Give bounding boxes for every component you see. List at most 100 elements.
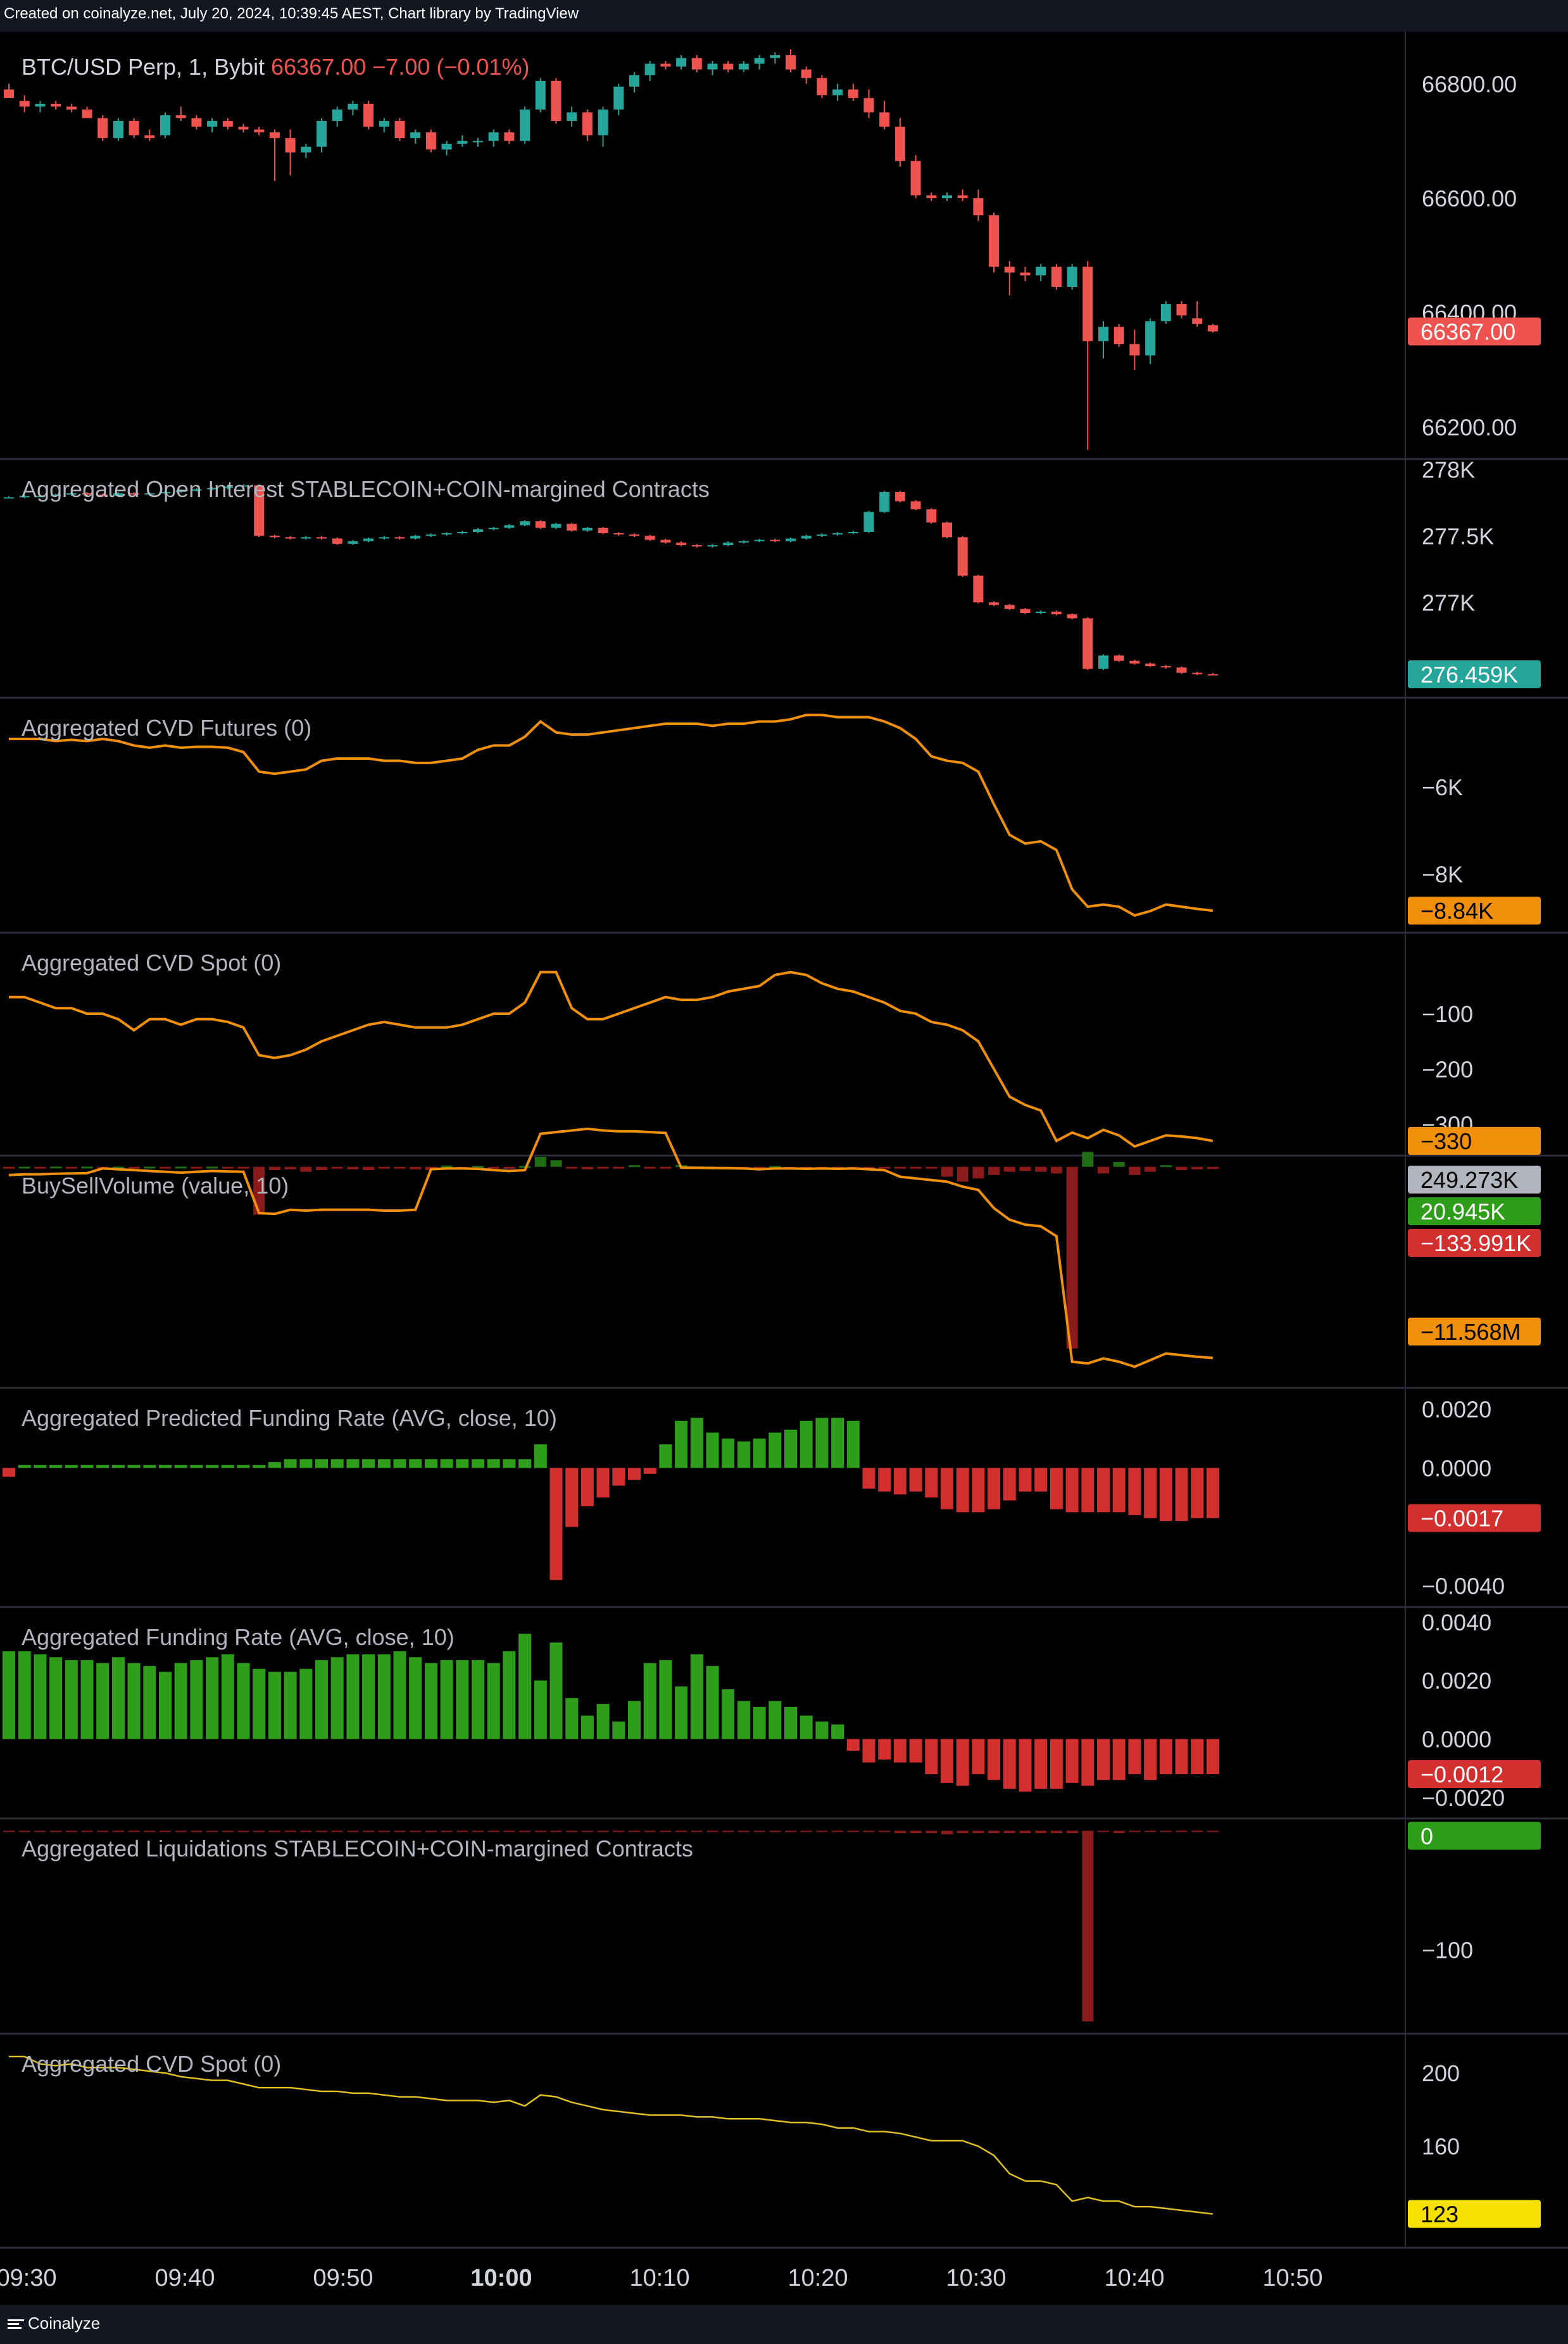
candle-body[interactable] [879,112,890,127]
histogram-bar[interactable] [831,1724,844,1739]
oi-candle-body[interactable] [332,538,342,544]
histogram-bar[interactable] [284,1830,296,1832]
histogram-bar[interactable] [691,1830,703,1832]
oi-candle-body[interactable] [207,488,218,489]
oi-candle-body[interactable] [144,493,155,495]
histogram-bar[interactable] [879,1830,891,1832]
oi-candle-body[interactable] [35,496,46,498]
oi-candle-body[interactable] [848,532,858,534]
histogram-bar[interactable] [659,1660,672,1739]
histogram-bar[interactable] [549,1642,563,1739]
volume-bar[interactable] [300,1166,312,1172]
volume-bar[interactable] [268,1166,280,1171]
histogram-bar[interactable] [722,1438,735,1468]
volume-bar[interactable] [1145,1166,1157,1172]
histogram-bar[interactable] [706,1830,718,1832]
histogram-bar[interactable] [878,1739,891,1760]
histogram-bar[interactable] [800,1715,813,1739]
histogram-bar[interactable] [253,1465,266,1468]
histogram-bar[interactable] [580,1715,594,1739]
histogram-bar[interactable] [330,1459,344,1468]
volume-bar[interactable] [441,1165,453,1168]
volume-bar[interactable] [1129,1166,1141,1175]
histogram-bar[interactable] [1065,1468,1079,1513]
oi-candle-body[interactable] [1082,618,1093,669]
histogram-bar[interactable] [1065,1739,1079,1783]
histogram-bar[interactable] [330,1657,344,1739]
volume-bar[interactable] [394,1166,406,1169]
histogram-bar[interactable] [221,1465,234,1468]
histogram-bar[interactable] [1191,1468,1204,1518]
candle-body[interactable] [1004,267,1015,273]
candle-body[interactable] [1129,344,1140,356]
histogram-bar[interactable] [1081,1468,1094,1513]
histogram-bar[interactable] [722,1689,735,1739]
candle-body[interactable] [598,109,608,135]
histogram-bar[interactable] [753,1438,766,1468]
histogram-bar[interactable] [549,1468,563,1580]
candle-body[interactable] [175,115,186,118]
volume-bar[interactable] [237,1166,249,1169]
oi-candle-body[interactable] [285,537,296,539]
histogram-bar[interactable] [487,1830,499,1832]
histogram-bar[interactable] [596,1704,610,1739]
candle-body[interactable] [488,132,499,141]
oi-candle-body[interactable] [535,521,546,528]
candle-body[interactable] [301,146,311,153]
candle-body[interactable] [332,109,342,121]
histogram-bar[interactable] [18,1465,31,1468]
histogram-bar[interactable] [409,1459,422,1468]
histogram-bar[interactable] [393,1459,406,1468]
histogram-bar[interactable] [190,1465,203,1468]
volume-bar[interactable] [1003,1166,1015,1172]
histogram-bar[interactable] [424,1663,437,1739]
histogram-bar[interactable] [832,1830,844,1832]
histogram-bar[interactable] [440,1459,453,1468]
candle-body[interactable] [1207,325,1218,332]
histogram-bar[interactable] [143,1465,156,1468]
volume-bar[interactable] [1082,1152,1094,1167]
histogram-bar[interactable] [456,1660,469,1739]
candle-body[interactable] [144,135,155,139]
oi-candle-body[interactable] [191,489,202,491]
histogram-bar[interactable] [878,1468,891,1492]
candle-body[interactable] [832,89,843,96]
histogram-bar[interactable] [1081,1739,1094,1786]
histogram-bar[interactable] [347,1830,359,1832]
oi-candle-body[interactable] [863,512,874,532]
histogram-bar[interactable] [863,1830,875,1832]
histogram-bar[interactable] [1050,1739,1063,1789]
histogram-bar[interactable] [1050,1830,1062,1834]
histogram-bar[interactable] [268,1672,281,1739]
oi-candle-body[interactable] [1067,614,1077,619]
histogram-bar[interactable] [1003,1739,1016,1789]
candle-body[interactable] [473,141,483,142]
histogram-bar[interactable] [159,1465,172,1468]
histogram-bar[interactable] [253,1668,266,1739]
histogram-bar[interactable] [753,1830,765,1832]
candle-body[interactable] [567,112,577,121]
volume-bar[interactable] [1207,1166,1219,1169]
histogram-bar[interactable] [925,1468,938,1497]
histogram-bar[interactable] [394,1830,406,1832]
candle-body[interactable] [51,103,61,107]
candle-body[interactable] [801,69,812,79]
histogram-bar[interactable] [628,1701,641,1739]
histogram-bar[interactable] [18,1830,30,1832]
candle-body[interactable] [644,63,655,75]
oi-candle-body[interactable] [738,541,749,543]
volume-bar[interactable] [550,1160,562,1167]
histogram-bar[interactable] [596,1468,610,1497]
histogram-bar[interactable] [1159,1739,1172,1774]
histogram-bar[interactable] [831,1418,844,1468]
histogram-bar[interactable] [49,1465,63,1468]
volume-bar[interactable] [644,1166,656,1169]
oi-candle-body[interactable] [488,527,499,529]
candle-body[interactable] [629,75,639,87]
histogram-bar[interactable] [503,1830,515,1832]
histogram-bar[interactable] [909,1739,922,1763]
oi-candle-body[interactable] [348,541,358,544]
histogram-bar[interactable] [1097,1468,1110,1513]
histogram-bar[interactable] [1098,1830,1109,1832]
histogram-bar[interactable] [190,1660,203,1739]
